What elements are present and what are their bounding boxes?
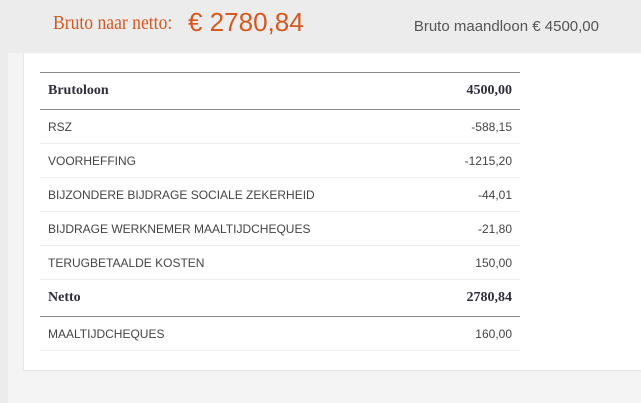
gross-monthly-salary: Bruto maandloon € 4500,00 [413,18,599,35]
table-row-netto: Netto 2780,84 [40,279,520,317]
table-row-rsz: RSZ -588,15 [40,109,520,144]
salary-card: Brutoloon 4500,00 RSZ -588,15 VOORHEFFIN… [23,53,641,371]
row-label: BIJDRAGE WERKNEMER MAALTIJDCHEQUES [40,211,433,246]
row-label: Brutoloon [40,72,433,110]
row-label: TERUGBETAALDE KOSTEN [40,245,433,280]
row-label: BIJZONDERE BIJDRAGE SOCIALE ZEKERHEID [40,177,433,212]
row-value: -1215,20 [432,143,520,178]
row-label: RSZ [40,109,433,144]
table-row-brutoloon: Brutoloon 4500,00 [40,72,520,110]
row-value: -21,80 [432,211,520,246]
net-amount: € 2780,84 [188,7,304,37]
row-label: Netto [40,279,433,317]
row-value: 160,00 [432,316,520,351]
left-strip [0,0,8,403]
table-row-voorheffing: VOORHEFFING -1215,20 [40,143,520,178]
table-row-bijdrage-maaltijdcheques: BIJDRAGE WERKNEMER MAALTIJDCHEQUES -21,8… [40,211,520,246]
row-label: MAALTIJDCHEQUES [40,316,433,351]
result-header: Bruto naar netto: € 2780,84 Bruto maandl… [8,0,641,53]
row-value: 4500,00 [432,72,520,110]
row-value: -588,15 [432,109,520,144]
table-row-bijzondere-bijdrage: BIJZONDERE BIJDRAGE SOCIALE ZEKERHEID -4… [40,177,520,212]
salary-table: Brutoloon 4500,00 RSZ -588,15 VOORHEFFIN… [40,72,520,351]
row-value: -44,01 [432,177,520,212]
result-title: Bruto naar netto: [53,12,173,34]
table-row-terugbetaalde-kosten: TERUGBETAALDE KOSTEN 150,00 [40,245,520,280]
row-value: 2780,84 [432,279,520,317]
row-value: 150,00 [432,245,520,280]
row-label: VOORHEFFING [40,143,433,178]
table-row-maaltijdcheques: MAALTIJDCHEQUES 160,00 [40,316,520,351]
